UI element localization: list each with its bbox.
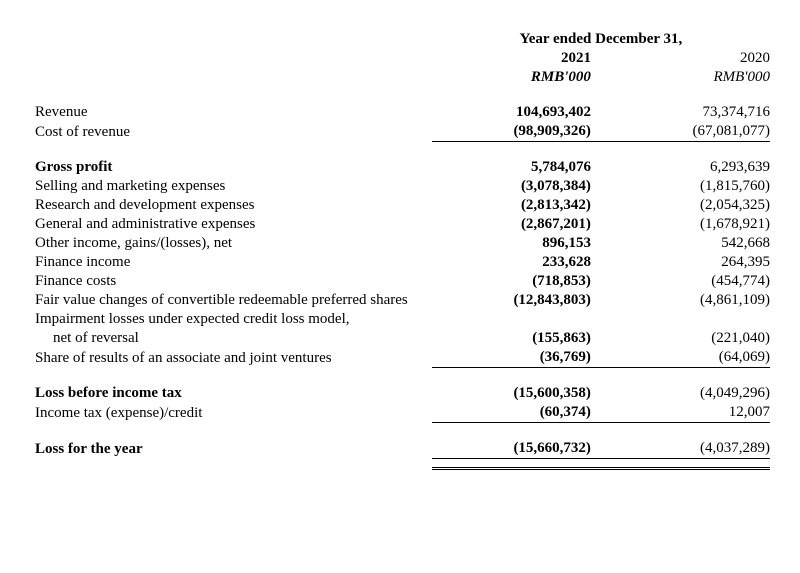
row-rnd: Research and development expenses (2,813… (35, 196, 770, 215)
label-ga: General and administrative expenses (35, 215, 432, 234)
v20-revenue: 73,374,716 (601, 103, 770, 122)
v20-gross: 6,293,639 (601, 158, 770, 177)
v21-loss: (15,660,732) (432, 439, 601, 459)
v20-fv: (4,861,109) (601, 291, 770, 310)
row-finance-costs: Finance costs (718,853) (454,774) (35, 272, 770, 291)
v20-share: (64,069) (601, 348, 770, 368)
v20-rnd: (2,054,325) (601, 196, 770, 215)
label-tax: Income tax (expense)/credit (35, 403, 432, 423)
v20-selling: (1,815,760) (601, 177, 770, 196)
row-share: Share of results of an associate and joi… (35, 348, 770, 368)
row-impairment-line1: Impairment losses under expected credit … (35, 310, 770, 329)
v21-share: (36,769) (432, 348, 601, 368)
v21-impair: (155,863) (432, 329, 601, 348)
v21-finInc: 233,628 (432, 253, 601, 272)
v21-finCost: (718,853) (432, 272, 601, 291)
label-finInc: Finance income (35, 253, 432, 272)
v20-finCost: (454,774) (601, 272, 770, 291)
row-ga: General and administrative expenses (2,8… (35, 215, 770, 234)
label-other: Other income, gains/(losses), net (35, 234, 432, 253)
v20-ga: (1,678,921) (601, 215, 770, 234)
label-loss: Loss for the year (35, 439, 432, 459)
label-gross: Gross profit (35, 158, 432, 177)
row-cost: Cost of revenue (98,909,326) (67,081,077… (35, 122, 770, 142)
v21-other: 896,153 (432, 234, 601, 253)
v20-impair: (221,040) (601, 329, 770, 348)
v20-loss: (4,037,289) (601, 439, 770, 459)
header-years-row: 2021 2020 (35, 49, 770, 68)
row-revenue: Revenue 104,693,402 73,374,716 (35, 103, 770, 122)
income-statement-table: Year ended December 31, 2021 2020 RMB'00… (35, 30, 770, 470)
label-revenue: Revenue (35, 103, 432, 122)
label-fv: Fair value changes of convertible redeem… (35, 291, 432, 310)
v21-revenue: 104,693,402 (432, 103, 601, 122)
label-impair1: Impairment losses under expected credit … (35, 310, 432, 329)
header-units-row: RMB'000 RMB'000 (35, 68, 770, 87)
v20-tax: 12,007 (601, 403, 770, 423)
row-fair-value: Fair value changes of convertible redeem… (35, 291, 770, 310)
row-selling: Selling and marketing expenses (3,078,38… (35, 177, 770, 196)
header-super: Year ended December 31, (432, 30, 770, 49)
v20-other: 542,668 (601, 234, 770, 253)
v21-fv: (12,843,803) (432, 291, 601, 310)
header-unit-2021: RMB'000 (432, 68, 601, 87)
row-other: Other income, gains/(losses), net 896,15… (35, 234, 770, 253)
label-cost: Cost of revenue (35, 122, 432, 142)
v21-selling: (3,078,384) (432, 177, 601, 196)
v21-lbt: (15,600,358) (432, 384, 601, 403)
v20-lbt: (4,049,296) (601, 384, 770, 403)
label-share: Share of results of an associate and joi… (35, 348, 432, 368)
v20-cost: (67,081,077) (601, 122, 770, 142)
row-loss-before-tax: Loss before income tax (15,600,358) (4,0… (35, 384, 770, 403)
header-2020: 2020 (601, 49, 770, 68)
row-loss-year: Loss for the year (15,660,732) (4,037,28… (35, 439, 770, 459)
v20-finInc: 264,395 (601, 253, 770, 272)
v21-tax: (60,374) (432, 403, 601, 423)
v21-gross: 5,784,076 (432, 158, 601, 177)
row-gross: Gross profit 5,784,076 6,293,639 (35, 158, 770, 177)
label-lbt: Loss before income tax (35, 384, 432, 403)
row-tax: Income tax (expense)/credit (60,374) 12,… (35, 403, 770, 423)
label-rnd: Research and development expenses (35, 196, 432, 215)
header-unit-2020: RMB'000 (601, 68, 770, 87)
v21-cost: (98,909,326) (432, 122, 601, 142)
v21-ga: (2,867,201) (432, 215, 601, 234)
row-impairment-line2: net of reversal (155,863) (221,040) (35, 329, 770, 348)
label-selling: Selling and marketing expenses (35, 177, 432, 196)
row-finance-income: Finance income 233,628 264,395 (35, 253, 770, 272)
header-super-row: Year ended December 31, (35, 30, 770, 49)
header-2021: 2021 (432, 49, 601, 68)
v21-rnd: (2,813,342) (432, 196, 601, 215)
label-finCost: Finance costs (35, 272, 432, 291)
label-impair2: net of reversal (35, 329, 432, 348)
